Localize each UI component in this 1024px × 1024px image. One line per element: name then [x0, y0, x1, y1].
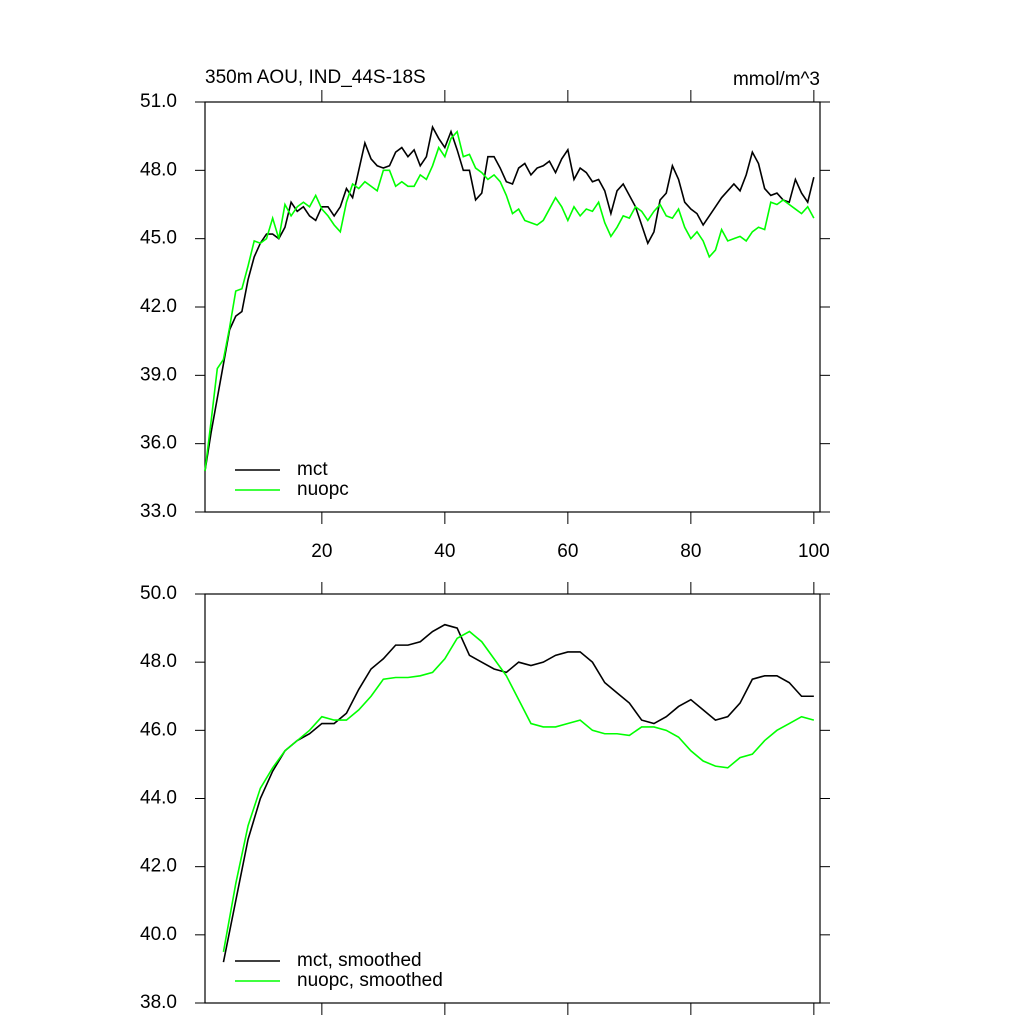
chart-title: 350m AOU, IND_44S-18S — [205, 67, 426, 88]
legend-label: mct, smoothed — [297, 950, 422, 971]
x-tick-label: 60 — [557, 541, 578, 562]
y-tick-label: 42.0 — [140, 296, 177, 317]
y-tick-label: 48.0 — [140, 159, 177, 180]
y-tick-label: 48.0 — [140, 651, 177, 672]
legend-label: nuopc, smoothed — [297, 970, 443, 991]
x-tick-label: 80 — [680, 541, 701, 562]
data-line — [204, 129, 815, 472]
y-tick-label: 36.0 — [140, 433, 177, 454]
y-tick-label: 33.0 — [140, 501, 177, 522]
units-label: mmol/m^3 — [733, 69, 820, 90]
plot-frame — [204, 101, 821, 513]
y-tick-label: 45.0 — [140, 228, 177, 249]
y-tick-label: 39.0 — [140, 364, 177, 385]
plot-frame — [204, 593, 821, 1004]
data-line — [204, 124, 815, 472]
data-line — [222, 630, 815, 953]
data-line — [222, 623, 814, 963]
y-tick-label: 40.0 — [140, 924, 177, 945]
legend-label: nuopc — [297, 479, 349, 500]
x-tick-label: 40 — [434, 541, 455, 562]
y-tick-label: 42.0 — [140, 856, 177, 877]
x-tick-label: 100 — [798, 541, 830, 562]
x-tick-label: 20 — [311, 541, 332, 562]
y-tick-label: 38.0 — [140, 992, 177, 1013]
y-tick-label: 51.0 — [140, 91, 177, 112]
y-tick-label: 44.0 — [140, 788, 177, 809]
y-tick-label: 50.0 — [140, 583, 177, 604]
legend-label: mct — [297, 459, 328, 480]
y-tick-label: 46.0 — [140, 719, 177, 740]
